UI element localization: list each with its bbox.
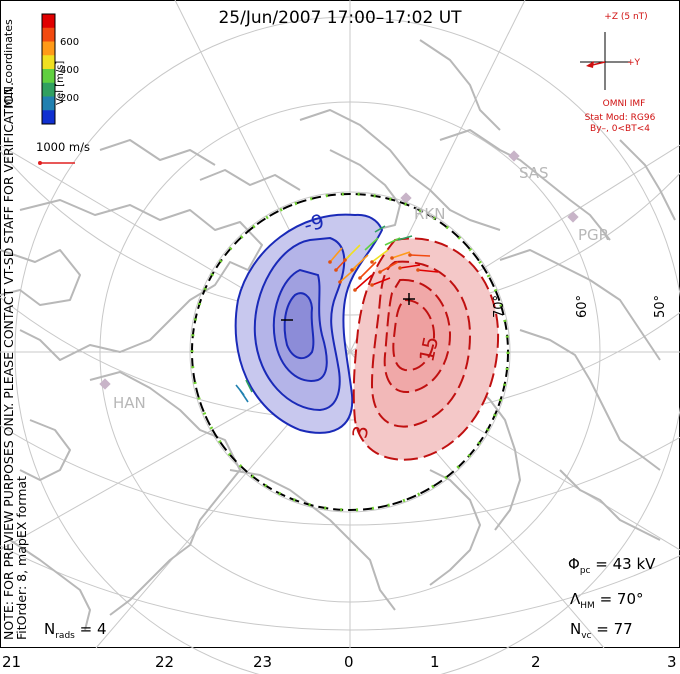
coastlines: [0, 39, 676, 631]
mlt-label-23: 23: [253, 653, 273, 671]
velocity-points: [328, 253, 420, 292]
velocity-vectors: [235, 225, 439, 403]
site-label-sas: SAS: [519, 164, 549, 182]
site-label-rkn: RKN: [414, 205, 446, 223]
reference-vector-label: 1000 m/s: [36, 140, 90, 154]
mlt-label-2: 2: [531, 653, 541, 671]
imf-model-line1: Stat Mod: RG96: [584, 113, 656, 123]
stat-hm-latitude: ΛHM = 70°: [570, 590, 644, 611]
site-label-han: HAN: [113, 394, 146, 412]
colorbar-segment: [42, 69, 55, 84]
lambda-value: = 70°: [599, 590, 644, 608]
coordinates-label: MLT coordinates: [2, 19, 15, 108]
imf-model: Stat Mod: RG96 By–, 0<BT<4: [560, 113, 680, 135]
hm-boundary-points: [190, 192, 510, 512]
nvc-subscript: vc: [581, 631, 592, 641]
imf-source: OMNI IMF: [602, 99, 646, 109]
stat-vector-count: Nvc = 77: [570, 620, 633, 641]
imf-scale-label: +Z (5 nT): [604, 12, 648, 22]
map-title: 25/Jun/2007 17:00–17:02 UT: [218, 8, 462, 28]
preview-note: NOTE: FOR PREVIEW PURPOSES ONLY. PLEASE …: [1, 82, 29, 640]
colorbar-segment: [42, 55, 55, 70]
colorbar-segment: [42, 14, 55, 29]
mlt-label-0: 0: [344, 653, 354, 671]
nvc-symbol: N: [570, 620, 582, 638]
negative-convection-cell: [234, 213, 384, 434]
lambda-symbol: Λ: [570, 590, 581, 608]
colorbar-segment: [42, 96, 55, 111]
positive-convection-cell: [352, 237, 500, 461]
colorbar-outline: [41, 13, 56, 125]
nrads-symbol: N: [44, 620, 56, 638]
latitude-label-70: 70°: [492, 294, 507, 318]
latitude-label-60: 60°: [575, 294, 590, 318]
velocity-colorbar: [41, 13, 56, 125]
colorbar-segment: [42, 110, 55, 125]
mlt-label-1: 1: [430, 653, 440, 671]
site-label-pgr: PGR: [578, 226, 610, 244]
mlt-label-3: 3: [667, 653, 677, 671]
latitude-label-50: 50°: [653, 294, 668, 318]
imf-y-label: +Y: [627, 58, 641, 68]
nrads-value: = 4: [79, 620, 107, 638]
stat-radar-count: Nrads = 4: [44, 620, 107, 641]
colorbar-segment: [42, 27, 55, 42]
colorbar-segment: [42, 41, 55, 56]
colorbar-tick-200: 200: [60, 93, 80, 104]
mlt-label-21: 21: [2, 653, 22, 671]
phi-symbol: Φ: [568, 555, 580, 573]
fit-order-line: FitOrder: 8, mapEX format: [14, 476, 29, 640]
phi-subscript: pc: [579, 566, 591, 576]
imf-model-line2: By–, 0<BT<4: [590, 124, 650, 134]
colorbar-tick-400: 400: [60, 65, 80, 76]
station-markers: [99, 150, 579, 390]
stat-potential-drop: Φpc = 43 kV: [568, 555, 655, 576]
phi-value: = 43 kV: [595, 555, 656, 573]
lambda-subscript: HM: [580, 601, 595, 611]
colorbar-segment: [42, 82, 55, 97]
mlt-label-22: 22: [155, 653, 175, 671]
nvc-value: = 77: [596, 620, 633, 638]
nrads-subscript: rads: [55, 631, 75, 641]
imf-arrowhead: [586, 61, 594, 68]
colorbar-tick-600: 600: [60, 37, 80, 48]
imf-dial: [580, 32, 630, 90]
